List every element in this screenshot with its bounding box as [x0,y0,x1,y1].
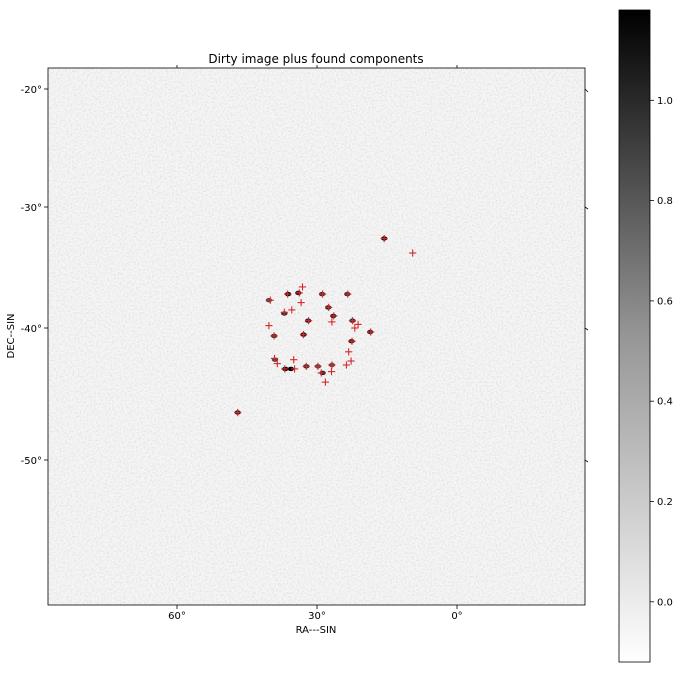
component-marker [330,312,338,320]
bright-spot [287,366,295,372]
component-marker [344,290,352,298]
image-noise [48,68,585,605]
y-tick-label: -50° [21,456,42,467]
x-tick-label: 0° [451,611,462,622]
component-marker [319,290,327,298]
component-marker [281,365,289,373]
component-marker [328,318,336,326]
bright-spots [234,236,388,415]
component-marker [266,296,274,304]
component-marker [302,362,310,370]
component-marker [273,360,281,368]
x-tick-label: 30° [308,611,326,622]
component-marker [298,283,307,291]
component-marker [265,322,273,330]
right-tick [584,88,589,93]
component-marker [288,306,296,314]
component-marker [299,331,308,339]
component-marker [351,324,359,332]
component-marker [409,249,417,257]
component-marker [327,368,336,376]
component-marker [317,369,325,377]
component-marker [234,408,242,417]
component-marker [347,357,355,365]
component-marker [325,303,333,311]
component-marker [280,308,288,316]
x-axis-label: RA---SIN [296,625,337,636]
component-marker [305,317,313,325]
colorbar-tick-label: 1.0 [657,96,673,107]
y-axis: -20° -30° -40° -50° DEC--SIN [6,65,589,467]
component-marker [354,320,362,328]
x-axis: 60° 30° 0° RA---SIN [168,605,463,636]
colorbar: 0.0 0.2 0.4 0.6 0.8 1.0 [618,9,673,663]
component-marker [291,365,299,373]
y-tick-label: -30° [21,203,42,214]
component-marker [270,354,279,362]
component-marker [345,348,353,356]
component-marker [328,361,336,369]
colorbar-tick-label: 0.6 [657,296,673,307]
component-marker [270,332,278,340]
right-tick [584,327,589,331]
component-markers [234,234,417,417]
plot-area [47,67,586,606]
y-tick-label: -40° [21,324,42,335]
component-marker [314,362,322,370]
component-marker [367,328,375,336]
right-tick [584,206,589,210]
component-marker [348,317,357,325]
x-tick-label: 60° [168,611,186,622]
colorbar-tick-label: 0.0 [657,597,673,608]
component-marker [321,378,329,386]
colorbar-ticks: 0.0 0.2 0.4 0.6 0.8 1.0 [650,96,673,608]
chart-title: Dirty image plus found components [208,52,423,66]
plot-frame [47,67,586,606]
component-marker [297,299,305,307]
y-axis-label: DEC--SIN [6,314,17,359]
colorbar-tick-label: 0.2 [657,497,673,508]
colorbar-gradient [618,9,651,663]
component-marker [290,356,298,364]
component-marker [348,337,356,345]
component-marker [284,290,292,298]
component-marker [295,289,303,297]
right-tick [584,459,589,463]
component-marker [342,361,350,369]
y-tick-label: -20° [21,85,42,96]
colorbar-tick-label: 0.8 [657,196,673,207]
component-marker [380,234,388,243]
colorbar-tick-label: 0.4 [657,397,673,408]
